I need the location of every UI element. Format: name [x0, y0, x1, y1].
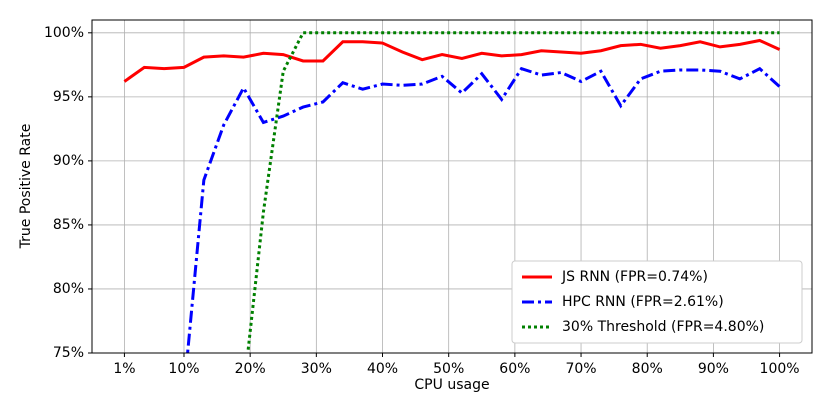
x-axis-label: CPU usage	[414, 377, 489, 393]
plot-frame	[91, 19, 813, 354]
y-tick-label: 90%	[53, 153, 84, 169]
legend-label: HPC RNN (FPR=2.61%)	[562, 294, 724, 310]
legend-label: 30% Threshold (FPR=4.80%)	[562, 319, 764, 335]
x-tick-label: 60%	[499, 361, 530, 377]
x-tick-label: 80%	[632, 361, 663, 377]
x-tick-label: 100%	[760, 361, 800, 377]
x-tick-label: 30%	[301, 361, 332, 377]
y-tick-label: 100%	[44, 25, 84, 41]
y-tick-label: 85%	[53, 217, 84, 233]
x-tick-label: 50%	[433, 361, 464, 377]
y-tick-label: 75%	[53, 345, 84, 361]
y-tick-label: 80%	[53, 281, 84, 297]
legend-label: JS RNN (FPR=0.74%)	[561, 269, 708, 285]
y-tick-label: 95%	[53, 89, 84, 105]
y-axis-label: True Positive Rate	[18, 124, 34, 250]
x-tick-label: 1%	[113, 361, 135, 377]
x-tick-label: 90%	[698, 361, 729, 377]
x-tick-label: 70%	[565, 361, 596, 377]
line-series	[186, 66, 781, 353]
plot-area	[123, 31, 781, 353]
x-tick-label: 20%	[235, 361, 266, 377]
x-tick-label: 40%	[367, 361, 398, 377]
line-series	[123, 38, 781, 83]
legend-box	[511, 260, 803, 344]
x-tick-label: 10%	[168, 361, 199, 377]
